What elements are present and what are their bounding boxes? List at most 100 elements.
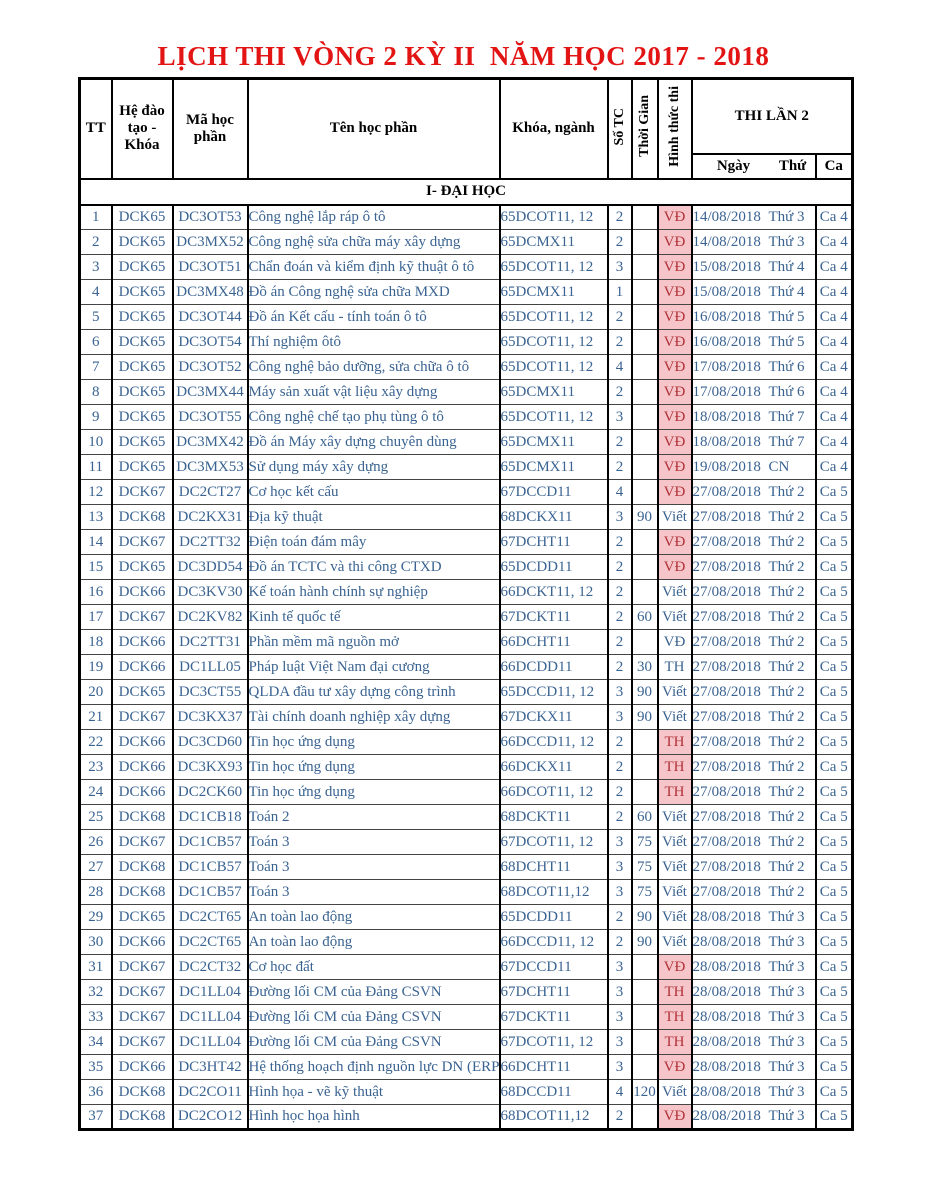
cell-tt: 10 — [78, 429, 113, 455]
cell-ma-hoc-phan: DC2CO11 — [171, 1079, 249, 1105]
header-thoi-gian-label: Thời Gian — [636, 95, 652, 158]
cell-hinh-thuc-thi: VĐ — [656, 554, 693, 580]
cell-he-dao-tao: DCK65 — [110, 554, 174, 580]
table-row: 32 DCK67 DC1LL04 Đường lối CM của Đảng C… — [78, 979, 854, 1005]
cell-ngay: 16/08/2018 — [692, 308, 761, 325]
cell-he-dao-tao: DCK67 — [110, 604, 174, 630]
cell-khoa-nganh: 67DCHT11 — [498, 979, 609, 1005]
cell-thoi-gian — [630, 629, 659, 655]
cell-khoa-nganh: 68DCCD11 — [498, 1079, 609, 1105]
cell-ngay: 28/08/2018 — [692, 983, 761, 1000]
cell-ngay: 27/08/2018 — [692, 658, 761, 675]
cell-he-dao-tao: DCK65 — [110, 254, 174, 280]
cell-thu: Thứ 3 — [768, 233, 805, 250]
cell-he-dao-tao: DCK65 — [110, 679, 174, 705]
cell-tt: 31 — [78, 954, 113, 980]
cell-ma-hoc-phan: DC3OT44 — [171, 304, 249, 330]
cell-he-dao-tao: DCK66 — [110, 629, 174, 655]
cell-so-tc: 2 — [606, 229, 633, 255]
cell-hinh-thuc-thi: TH — [656, 1029, 693, 1055]
cell-ngay: 27/08/2018 — [692, 833, 761, 850]
cell-he-dao-tao: DCK68 — [110, 1079, 174, 1105]
cell-ten-hoc-phan: Công nghệ bảo dưỡng, sửa chữa ô tô — [246, 354, 501, 380]
cell-ngay-thu: 28/08/2018 Thứ 3 — [690, 954, 817, 980]
cell-ngay-thu: 28/08/2018 Thứ 3 — [690, 929, 817, 955]
cell-ten-hoc-phan: Kinh tế quốc tế — [246, 604, 501, 630]
cell-khoa-nganh: 66DCKT11, 12 — [498, 579, 609, 605]
cell-tt: 27 — [78, 854, 113, 880]
cell-thu: Thứ 3 — [768, 908, 805, 925]
cell-ngay: 27/08/2018 — [692, 858, 761, 875]
cell-thoi-gian: 75 — [630, 879, 659, 905]
table-row: 1 DCK65 DC3OT53 Công nghệ lắp ráp ô tô 6… — [78, 204, 854, 230]
cell-khoa-nganh: 65DCOT11, 12 — [498, 204, 609, 230]
cell-thoi-gian: 60 — [630, 804, 659, 830]
cell-thoi-gian: 90 — [630, 904, 659, 930]
cell-he-dao-tao: DCK65 — [110, 304, 174, 330]
cell-ngay: 28/08/2018 — [692, 933, 761, 950]
cell-thu: Thứ 2 — [768, 658, 805, 675]
cell-khoa-nganh: 67DCCD11 — [498, 479, 609, 505]
cell-ten-hoc-phan: Đường lối CM của Đảng CSVN — [246, 979, 501, 1005]
header-ngay-thu: Ngày Thứ — [690, 152, 817, 180]
cell-he-dao-tao: DCK65 — [110, 354, 174, 380]
cell-tt: 3 — [78, 254, 113, 280]
cell-ca: Ca 4 — [814, 229, 854, 255]
cell-ngay-thu: 27/08/2018 Thứ 2 — [690, 829, 817, 855]
cell-hinh-thuc-thi: TH — [656, 779, 693, 805]
cell-ngay: 17/08/2018 — [692, 383, 761, 400]
table-row: 25 DCK68 DC1CB18 Toán 2 68DCKT11 2 60 Vi… — [78, 804, 854, 830]
cell-khoa-nganh: 65DCOT11, 12 — [498, 354, 609, 380]
table-row: 19 DCK66 DC1LL05 Pháp luật Việt Nam đại … — [78, 654, 854, 680]
cell-thu: Thứ 2 — [768, 533, 805, 550]
cell-khoa-nganh: 68DCKX11 — [498, 504, 609, 530]
cell-ma-hoc-phan: DC2CT32 — [171, 954, 249, 980]
cell-tt: 5 — [78, 304, 113, 330]
cell-thoi-gian — [630, 754, 659, 780]
cell-he-dao-tao: DCK67 — [110, 829, 174, 855]
cell-hinh-thuc-thi: Viết — [656, 879, 693, 905]
cell-ten-hoc-phan: Toán 2 — [246, 804, 501, 830]
cell-ngay: 28/08/2018 — [692, 1008, 761, 1025]
cell-hinh-thuc-thi: Viết — [656, 1079, 693, 1105]
cell-thu: Thứ 3 — [768, 1058, 805, 1075]
cell-hinh-thuc-thi: TH — [656, 979, 693, 1005]
cell-so-tc: 3 — [606, 1054, 633, 1080]
cell-ngay: 28/08/2018 — [692, 1033, 761, 1050]
cell-tt: 6 — [78, 329, 113, 355]
cell-khoa-nganh: 67DCKX11 — [498, 704, 609, 730]
table-row: 14 DCK67 DC2TT32 Điện toán đám mây 67DCH… — [78, 529, 854, 555]
cell-ngay-thu: 28/08/2018 Thứ 3 — [690, 1104, 817, 1130]
cell-ca: Ca 4 — [814, 304, 854, 330]
cell-tt: 18 — [78, 629, 113, 655]
cell-ca: Ca 5 — [814, 629, 854, 655]
cell-ngay-thu: 27/08/2018 Thứ 2 — [690, 879, 817, 905]
cell-ngay-thu: 18/08/2018 Thứ 7 — [690, 404, 817, 430]
cell-ten-hoc-phan: Toán 3 — [246, 879, 501, 905]
cell-ma-hoc-phan: DC3MX52 — [171, 229, 249, 255]
cell-ten-hoc-phan: Phần mềm mã nguồn mở — [246, 629, 501, 655]
table-row: 21 DCK67 DC3KX37 Tài chính doanh nghiệp … — [78, 704, 854, 730]
cell-ngay: 28/08/2018 — [692, 908, 761, 925]
cell-ngay: 16/08/2018 — [692, 333, 761, 350]
cell-thu: Thứ 3 — [768, 933, 805, 950]
cell-so-tc: 3 — [606, 1029, 633, 1055]
cell-tt: 2 — [78, 229, 113, 255]
cell-ngay-thu: 17/08/2018 Thứ 6 — [690, 354, 817, 380]
cell-he-dao-tao: DCK68 — [110, 804, 174, 830]
cell-ten-hoc-phan: An toàn lao động — [246, 904, 501, 930]
cell-ten-hoc-phan: Đồ án Kết cấu - tính toán ô tô — [246, 304, 501, 330]
table-row: 17 DCK67 DC2KV82 Kinh tế quốc tế 67DCKT1… — [78, 604, 854, 630]
cell-so-tc: 3 — [606, 679, 633, 705]
cell-tt: 4 — [78, 279, 113, 305]
cell-tt: 8 — [78, 379, 113, 405]
cell-tt: 34 — [78, 1029, 113, 1055]
cell-so-tc: 3 — [606, 879, 633, 905]
cell-hinh-thuc-thi: VĐ — [656, 204, 693, 230]
table-row: 31 DCK67 DC2CT32 Cơ học đất 67DCCD11 3 V… — [78, 954, 854, 980]
cell-thu: CN — [768, 458, 790, 475]
cell-ngay: 27/08/2018 — [692, 533, 761, 550]
table-row: 22 DCK66 DC3CD60 Tin học ứng dụng 66DCCD… — [78, 729, 854, 755]
cell-thoi-gian: 90 — [630, 679, 659, 705]
